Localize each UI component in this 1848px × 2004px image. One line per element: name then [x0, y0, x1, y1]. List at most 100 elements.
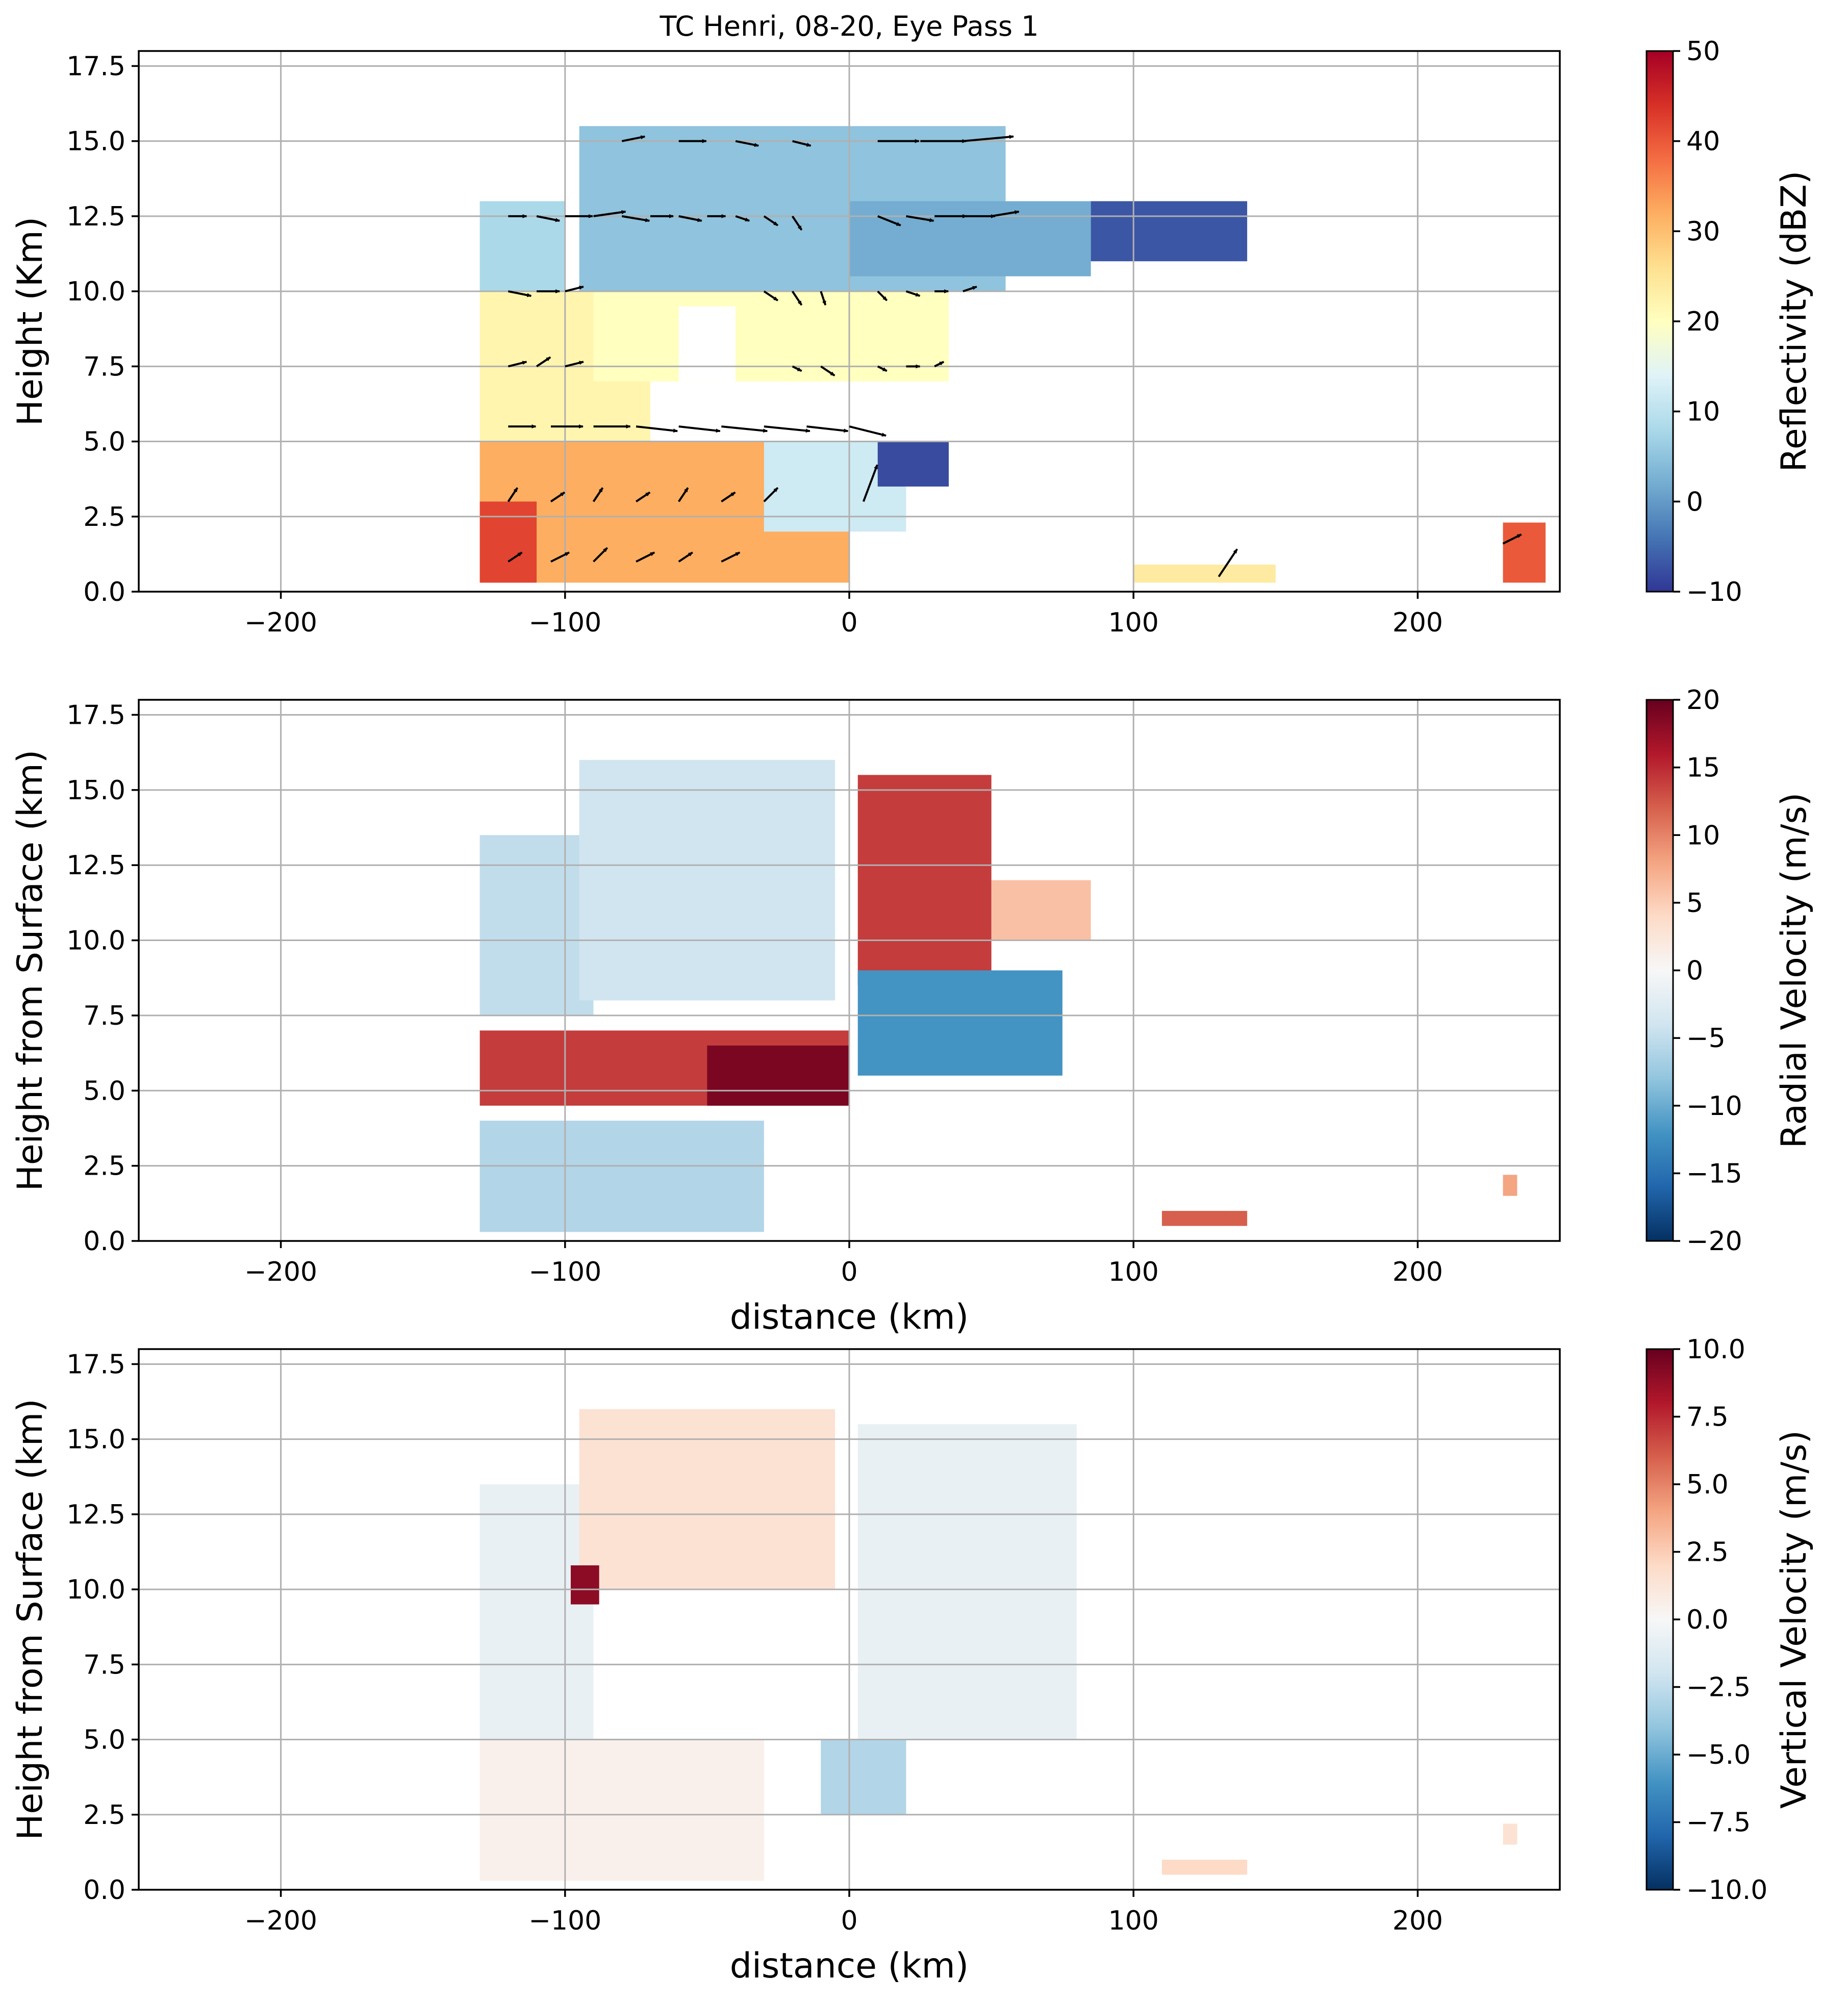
wind-vector	[763, 487, 779, 502]
heatmap-cell	[707, 1045, 849, 1106]
colorbar-tick-label: 30	[1686, 216, 1720, 247]
wind-vector	[636, 425, 678, 433]
wind-vector	[678, 551, 693, 563]
heatmap-regions	[479, 759, 1517, 1232]
y-tick-label: 0.0	[83, 1875, 125, 1906]
x-tick-label: −100	[528, 1906, 601, 1936]
x-tick-label: 0	[841, 607, 857, 638]
y-tick-label: 12.5	[66, 1500, 125, 1530]
x-tick-label: 200	[1393, 1257, 1443, 1287]
wind-vector	[877, 215, 901, 226]
y-tick-label: 0.0	[83, 1226, 125, 1257]
wind-vector	[1218, 548, 1238, 577]
colorbar-label: Vertical Velocity (m/s)	[1774, 1430, 1814, 1809]
wind-vector	[877, 365, 888, 372]
wind-vector	[849, 425, 887, 437]
heatmap-cell	[479, 1484, 594, 1740]
wind-vectors	[507, 135, 1522, 577]
wind-vector	[820, 365, 836, 376]
heatmap-cell	[857, 775, 992, 985]
colorbar: −10.0 −7.5 −5.0 −2.5 0.0 2.5 5.0 7.5 10.0 Vertica…	[1646, 1334, 1814, 1906]
y-tick-label: 15.0	[66, 1425, 125, 1455]
x-tick-label: 100	[1108, 1906, 1159, 1936]
y-tick-label: 2.5	[83, 502, 125, 532]
colorbar-tick-label: 7.5	[1686, 1402, 1729, 1433]
heatmap-cell	[849, 201, 1091, 276]
colorbar-tick-label: −15	[1686, 1158, 1742, 1189]
colorbar-tick-label: 5.0	[1686, 1469, 1729, 1500]
wind-vector	[963, 135, 1014, 142]
heatmap-cell	[570, 1565, 599, 1605]
wind-vector	[592, 487, 604, 502]
heatmap-cell	[1161, 1860, 1248, 1875]
colorbar-tick-label: 0.0	[1686, 1605, 1729, 1635]
wind-vector	[735, 140, 760, 147]
y-tick-label: 2.5	[83, 1800, 125, 1831]
heatmap-cell	[991, 880, 1091, 941]
y-tick-label: 5.0	[83, 1076, 125, 1106]
colorbar-tick-label: −2.5	[1686, 1672, 1751, 1703]
y-tick-label: 12.5	[66, 850, 125, 881]
wind-vector	[791, 215, 803, 231]
heatmap-cell	[821, 1739, 906, 1815]
colorbar-label: Reflectivity (dBZ)	[1774, 171, 1814, 472]
colorbar-tick-label: 10	[1686, 820, 1720, 851]
y-tick-label: 17.5	[66, 51, 125, 82]
x-axis-label: distance (km)	[730, 1297, 969, 1337]
colorbar-gradient	[1646, 699, 1674, 1242]
heatmap-cell	[857, 1424, 1077, 1740]
y-tick-label: 10.0	[66, 926, 125, 956]
wind-vector	[508, 290, 532, 297]
wind-vector	[621, 215, 650, 222]
wind-vector	[536, 215, 561, 222]
wind-vector	[565, 286, 584, 293]
wind-vector	[721, 491, 736, 502]
wind-vector	[735, 215, 750, 222]
colorbar-tick-label: −10	[1686, 1091, 1742, 1122]
colorbar-tick-label: 10.0	[1686, 1334, 1745, 1365]
wind-vector	[905, 290, 921, 297]
colorbar-tick-label: 5	[1686, 888, 1703, 919]
wind-vector	[763, 215, 778, 226]
wind-vector	[791, 291, 803, 306]
y-tick-label: 15.0	[66, 775, 125, 806]
panel-3: −200 −100 0 100 200 0.0 2.5 5.0 7.5 10.0 12.5 15.0 1…	[10, 1334, 1814, 1986]
heatmap-cell	[479, 835, 594, 1016]
colorbar-tick-label: −5	[1686, 1023, 1726, 1054]
heatmap-cell	[579, 1409, 836, 1590]
heatmap-regions	[479, 126, 1546, 583]
chart-title: TC Henri, 08-20, Eye Pass 1	[659, 10, 1039, 42]
x-tick-label: 0	[841, 1257, 857, 1287]
heatmap-cell	[678, 306, 736, 382]
x-tick-label: 200	[1393, 1906, 1443, 1936]
colorbar: −10 0 10 20 30 40 50 Reflectivity (dBZ)	[1646, 36, 1814, 607]
colorbar-tick-label: −10.0	[1686, 1875, 1767, 1906]
wind-vector	[635, 491, 651, 502]
colorbar-tick-label: 0	[1686, 956, 1703, 986]
heatmap-cell	[479, 1121, 764, 1232]
wind-vector	[636, 551, 655, 563]
x-tick-label: −100	[528, 607, 601, 638]
x-tick-label: −200	[244, 1906, 317, 1936]
y-tick-label: 15.0	[66, 126, 125, 157]
wind-vector	[678, 215, 702, 222]
heatmap-cell	[479, 1739, 764, 1881]
wind-vector	[550, 551, 570, 563]
wind-vector	[764, 425, 811, 433]
wind-vector	[862, 464, 878, 502]
heatmap-cell	[1503, 1175, 1517, 1196]
colorbar-tick-label: 10	[1686, 397, 1720, 427]
colorbar-tick-label: −5.0	[1686, 1740, 1751, 1770]
y-axis-label: Height from Surface (km)	[10, 750, 50, 1191]
wind-vector	[678, 487, 689, 502]
y-tick-label: 7.5	[83, 1650, 125, 1680]
wind-vector	[963, 286, 977, 293]
heatmap-cell	[1133, 565, 1276, 583]
wind-vector	[593, 210, 626, 217]
y-tick-label: 7.5	[83, 351, 125, 382]
panel-1: −200 −100 0 100 2000.02.55.07.510.012.515.01…	[10, 10, 1814, 638]
colorbar-tick-label: 20	[1686, 307, 1720, 337]
heatmap-cell	[479, 201, 565, 292]
colorbar-tick-label: 0	[1686, 487, 1703, 517]
